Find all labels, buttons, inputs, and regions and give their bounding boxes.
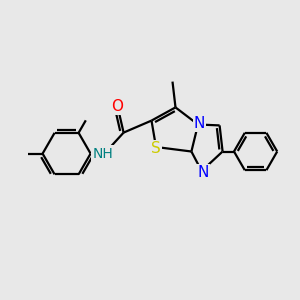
Text: O: O bbox=[112, 99, 124, 114]
Text: N: N bbox=[197, 165, 209, 180]
Text: S: S bbox=[151, 141, 161, 156]
Text: NH: NH bbox=[92, 147, 113, 160]
Text: N: N bbox=[194, 116, 205, 130]
